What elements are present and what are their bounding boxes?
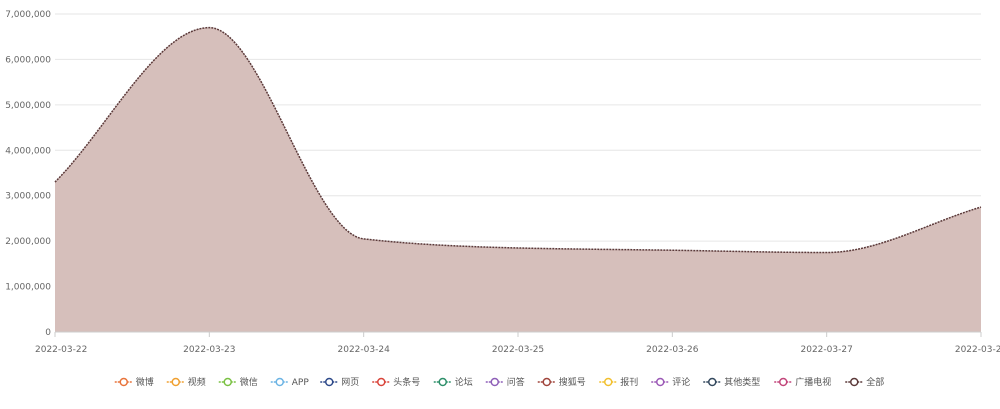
axis-layer: 0 1,000,000 2,000,000 3,000,000 4,000,000 5,0…	[5, 10, 1000, 355]
legend-marker-icon	[850, 377, 859, 387]
legend-label: APP	[292, 378, 310, 388]
legend-item-6[interactable]: 论坛	[433, 376, 473, 388]
y-tick-label: 7,000,000	[5, 10, 51, 20]
legend-marker-icon	[377, 377, 386, 387]
legend-marker-icon	[542, 377, 551, 387]
x-tick-label: 2022-03-23	[183, 345, 235, 355]
legend-label: 其他类型	[724, 376, 760, 388]
legend-label: 视频	[188, 376, 206, 388]
legend-label: 网页	[341, 377, 359, 388]
legend-label: 论坛	[455, 376, 473, 388]
y-tick-label: 3,000,000	[5, 192, 51, 202]
y-tick-label: 0	[45, 328, 51, 338]
legend-label: 问答	[507, 376, 525, 388]
legend-label: 微信	[240, 376, 258, 388]
legend-item-12[interactable]: 广播电视	[774, 376, 831, 388]
legend-item-11[interactable]: 其他类型	[703, 376, 760, 388]
legend-marker-icon	[656, 377, 665, 387]
legend-label: 广播电视	[795, 376, 831, 388]
legend-label: 微博	[136, 376, 154, 388]
series-area-quanbu	[55, 27, 981, 332]
y-tick-label: 1,000,000	[5, 283, 51, 293]
y-tick-label: 5,000,000	[5, 101, 51, 111]
x-tick-label: 2022-03-27	[801, 345, 853, 355]
legend-item-13[interactable]: 全部	[845, 376, 884, 388]
legend-label: 全部	[866, 376, 884, 388]
legend-marker-icon	[779, 377, 788, 387]
legend-item-1[interactable]: 视频	[166, 376, 206, 388]
legend-item-0[interactable]: 微博	[114, 376, 154, 388]
legend-item-7[interactable]: 问答	[485, 376, 525, 388]
x-tick-label: 2022-03-28	[955, 345, 1000, 355]
legend-item-9[interactable]: 报刊	[599, 376, 638, 388]
legend-item-10[interactable]: 评论	[651, 376, 690, 388]
y-tick-label: 4,000,000	[5, 146, 51, 156]
y-tick-label: 2,000,000	[5, 237, 51, 247]
x-tick-label: 2022-03-26	[646, 345, 699, 355]
legend-marker-icon	[490, 377, 499, 387]
x-tick-label: 2022-03-25	[492, 345, 544, 355]
legend[interactable]: 微博 视频 微信 APP 网页 头条号 论坛 问答 搜狐号 报刊 评论 其他类型 广播电视 全部	[114, 376, 885, 388]
legend-item-2[interactable]: 微信	[218, 376, 258, 388]
legend-marker-icon	[708, 377, 717, 387]
legend-item-3[interactable]: APP	[270, 377, 310, 388]
series-area-layer	[54, 26, 982, 333]
legend-label: 报刊	[620, 376, 638, 388]
legend-marker-icon	[119, 377, 128, 387]
series-line-quanbu	[54, 26, 982, 254]
legend-item-8[interactable]: 搜狐号	[537, 376, 586, 388]
legend-marker-icon	[438, 377, 447, 387]
x-tick-label: 2022-03-22	[35, 345, 87, 355]
legend-label: 头条号	[393, 376, 420, 388]
legend-marker-icon	[275, 377, 284, 387]
legend-label: 评论	[672, 376, 690, 388]
x-tick-label: 2022-03-24	[338, 345, 391, 355]
legend-marker-icon	[604, 377, 613, 387]
legend-item-4[interactable]: 网页	[320, 377, 359, 388]
legend-marker-icon	[325, 377, 334, 387]
y-tick-label: 6,000,000	[5, 55, 51, 65]
legend-marker-icon	[223, 377, 232, 387]
legend-marker-icon	[171, 377, 180, 387]
legend-label: 搜狐号	[559, 376, 586, 388]
legend-item-5[interactable]: 头条号	[372, 376, 420, 388]
